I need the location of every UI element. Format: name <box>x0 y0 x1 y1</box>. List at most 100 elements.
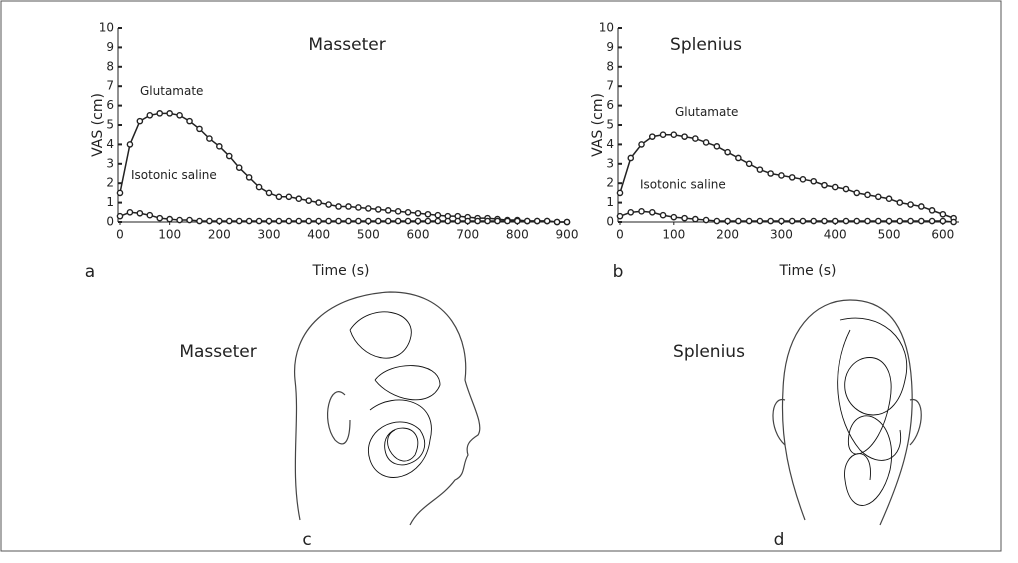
x-tick-label: 400 <box>307 228 330 242</box>
head-back <box>772 299 922 526</box>
data-point <box>504 217 511 225</box>
data-point <box>206 135 213 142</box>
data-point <box>831 183 839 191</box>
data-point <box>745 160 753 168</box>
x-tick-label: 300 <box>258 228 281 242</box>
panel-label: b <box>613 262 624 282</box>
data-point <box>842 185 850 193</box>
series-line <box>619 133 954 219</box>
data-point <box>648 208 656 216</box>
data-point <box>245 174 253 181</box>
data-point <box>305 217 313 225</box>
data-point <box>394 208 402 215</box>
data-point <box>414 217 422 225</box>
panel-label: c <box>302 530 311 550</box>
y-tick-label: 7 <box>106 79 114 93</box>
series-line <box>119 211 567 223</box>
x-tick-label: 200 <box>716 228 739 242</box>
data-point <box>831 217 839 225</box>
data-point <box>553 218 561 226</box>
data-point <box>616 212 624 220</box>
data-point <box>225 217 233 225</box>
data-point <box>659 131 667 138</box>
data-point <box>384 217 392 225</box>
data-point <box>638 141 645 148</box>
data-point <box>464 217 471 225</box>
data-point <box>616 189 624 197</box>
data-point <box>799 217 807 225</box>
data-point <box>126 208 134 216</box>
panel-label: a <box>85 262 95 282</box>
data-point <box>295 195 303 203</box>
data-point <box>285 193 293 201</box>
data-point <box>225 152 233 160</box>
y-tick-label: 8 <box>606 59 614 73</box>
data-point <box>864 191 871 199</box>
data-point <box>146 211 154 219</box>
data-point <box>255 183 263 191</box>
data-point <box>335 203 342 210</box>
y-tick-label: 3 <box>106 156 114 170</box>
chart-title: Masseter <box>308 35 385 55</box>
x-tick-label: 200 <box>208 228 231 242</box>
data-point <box>404 208 412 216</box>
data-point <box>275 193 283 201</box>
x-tick-label: 600 <box>931 228 954 242</box>
data-point <box>315 199 322 206</box>
data-point <box>136 209 144 217</box>
data-point <box>494 217 501 225</box>
y-tick-label: 8 <box>106 59 114 73</box>
data-point <box>950 218 957 226</box>
data-point <box>235 217 243 225</box>
data-point <box>939 217 947 225</box>
data-point <box>735 154 742 162</box>
data-point <box>196 125 203 133</box>
data-point <box>146 112 154 119</box>
y-axis-label: VAS (cm) <box>590 93 606 157</box>
data-point <box>206 217 213 225</box>
data-point <box>265 189 273 197</box>
frame <box>0 0 1002 552</box>
data-point <box>821 181 828 189</box>
data-point <box>305 197 313 204</box>
data-point <box>533 217 541 225</box>
x-axis-label: Time (s) <box>779 263 837 279</box>
head-side <box>294 291 481 526</box>
x-tick-label: 300 <box>770 228 793 242</box>
x-tick-label: 0 <box>616 228 624 242</box>
data-point <box>414 209 422 217</box>
y-axis-label: VAS (cm) <box>90 93 106 157</box>
x-tick-label: 500 <box>357 228 380 242</box>
data-point <box>810 177 818 185</box>
data-point <box>745 217 753 225</box>
data-point <box>724 148 731 156</box>
panel-label: d <box>774 530 785 550</box>
y-tick-label: 9 <box>106 40 114 54</box>
y-tick-label: 1 <box>606 195 614 209</box>
data-point <box>627 154 635 162</box>
data-point <box>821 217 828 225</box>
data-point <box>255 217 263 225</box>
x-tick-label: 800 <box>506 228 529 242</box>
data-point <box>799 176 807 183</box>
data-point <box>896 217 904 225</box>
data-point <box>563 218 571 226</box>
data-point <box>874 217 882 225</box>
data-point <box>454 217 462 225</box>
data-point <box>735 217 742 225</box>
y-tick-label: 0 <box>606 215 614 229</box>
data-point <box>444 217 452 225</box>
data-point <box>166 215 173 223</box>
data-point <box>523 217 531 225</box>
data-point <box>265 217 273 225</box>
data-point <box>702 139 710 146</box>
data-point <box>648 133 656 140</box>
y-tick-label: 9 <box>606 40 614 54</box>
data-point <box>186 117 193 125</box>
data-point <box>788 174 796 181</box>
data-point <box>394 217 402 225</box>
series-line <box>619 210 954 223</box>
data-point <box>434 211 442 219</box>
data-point <box>374 217 382 225</box>
data-point <box>767 217 774 225</box>
